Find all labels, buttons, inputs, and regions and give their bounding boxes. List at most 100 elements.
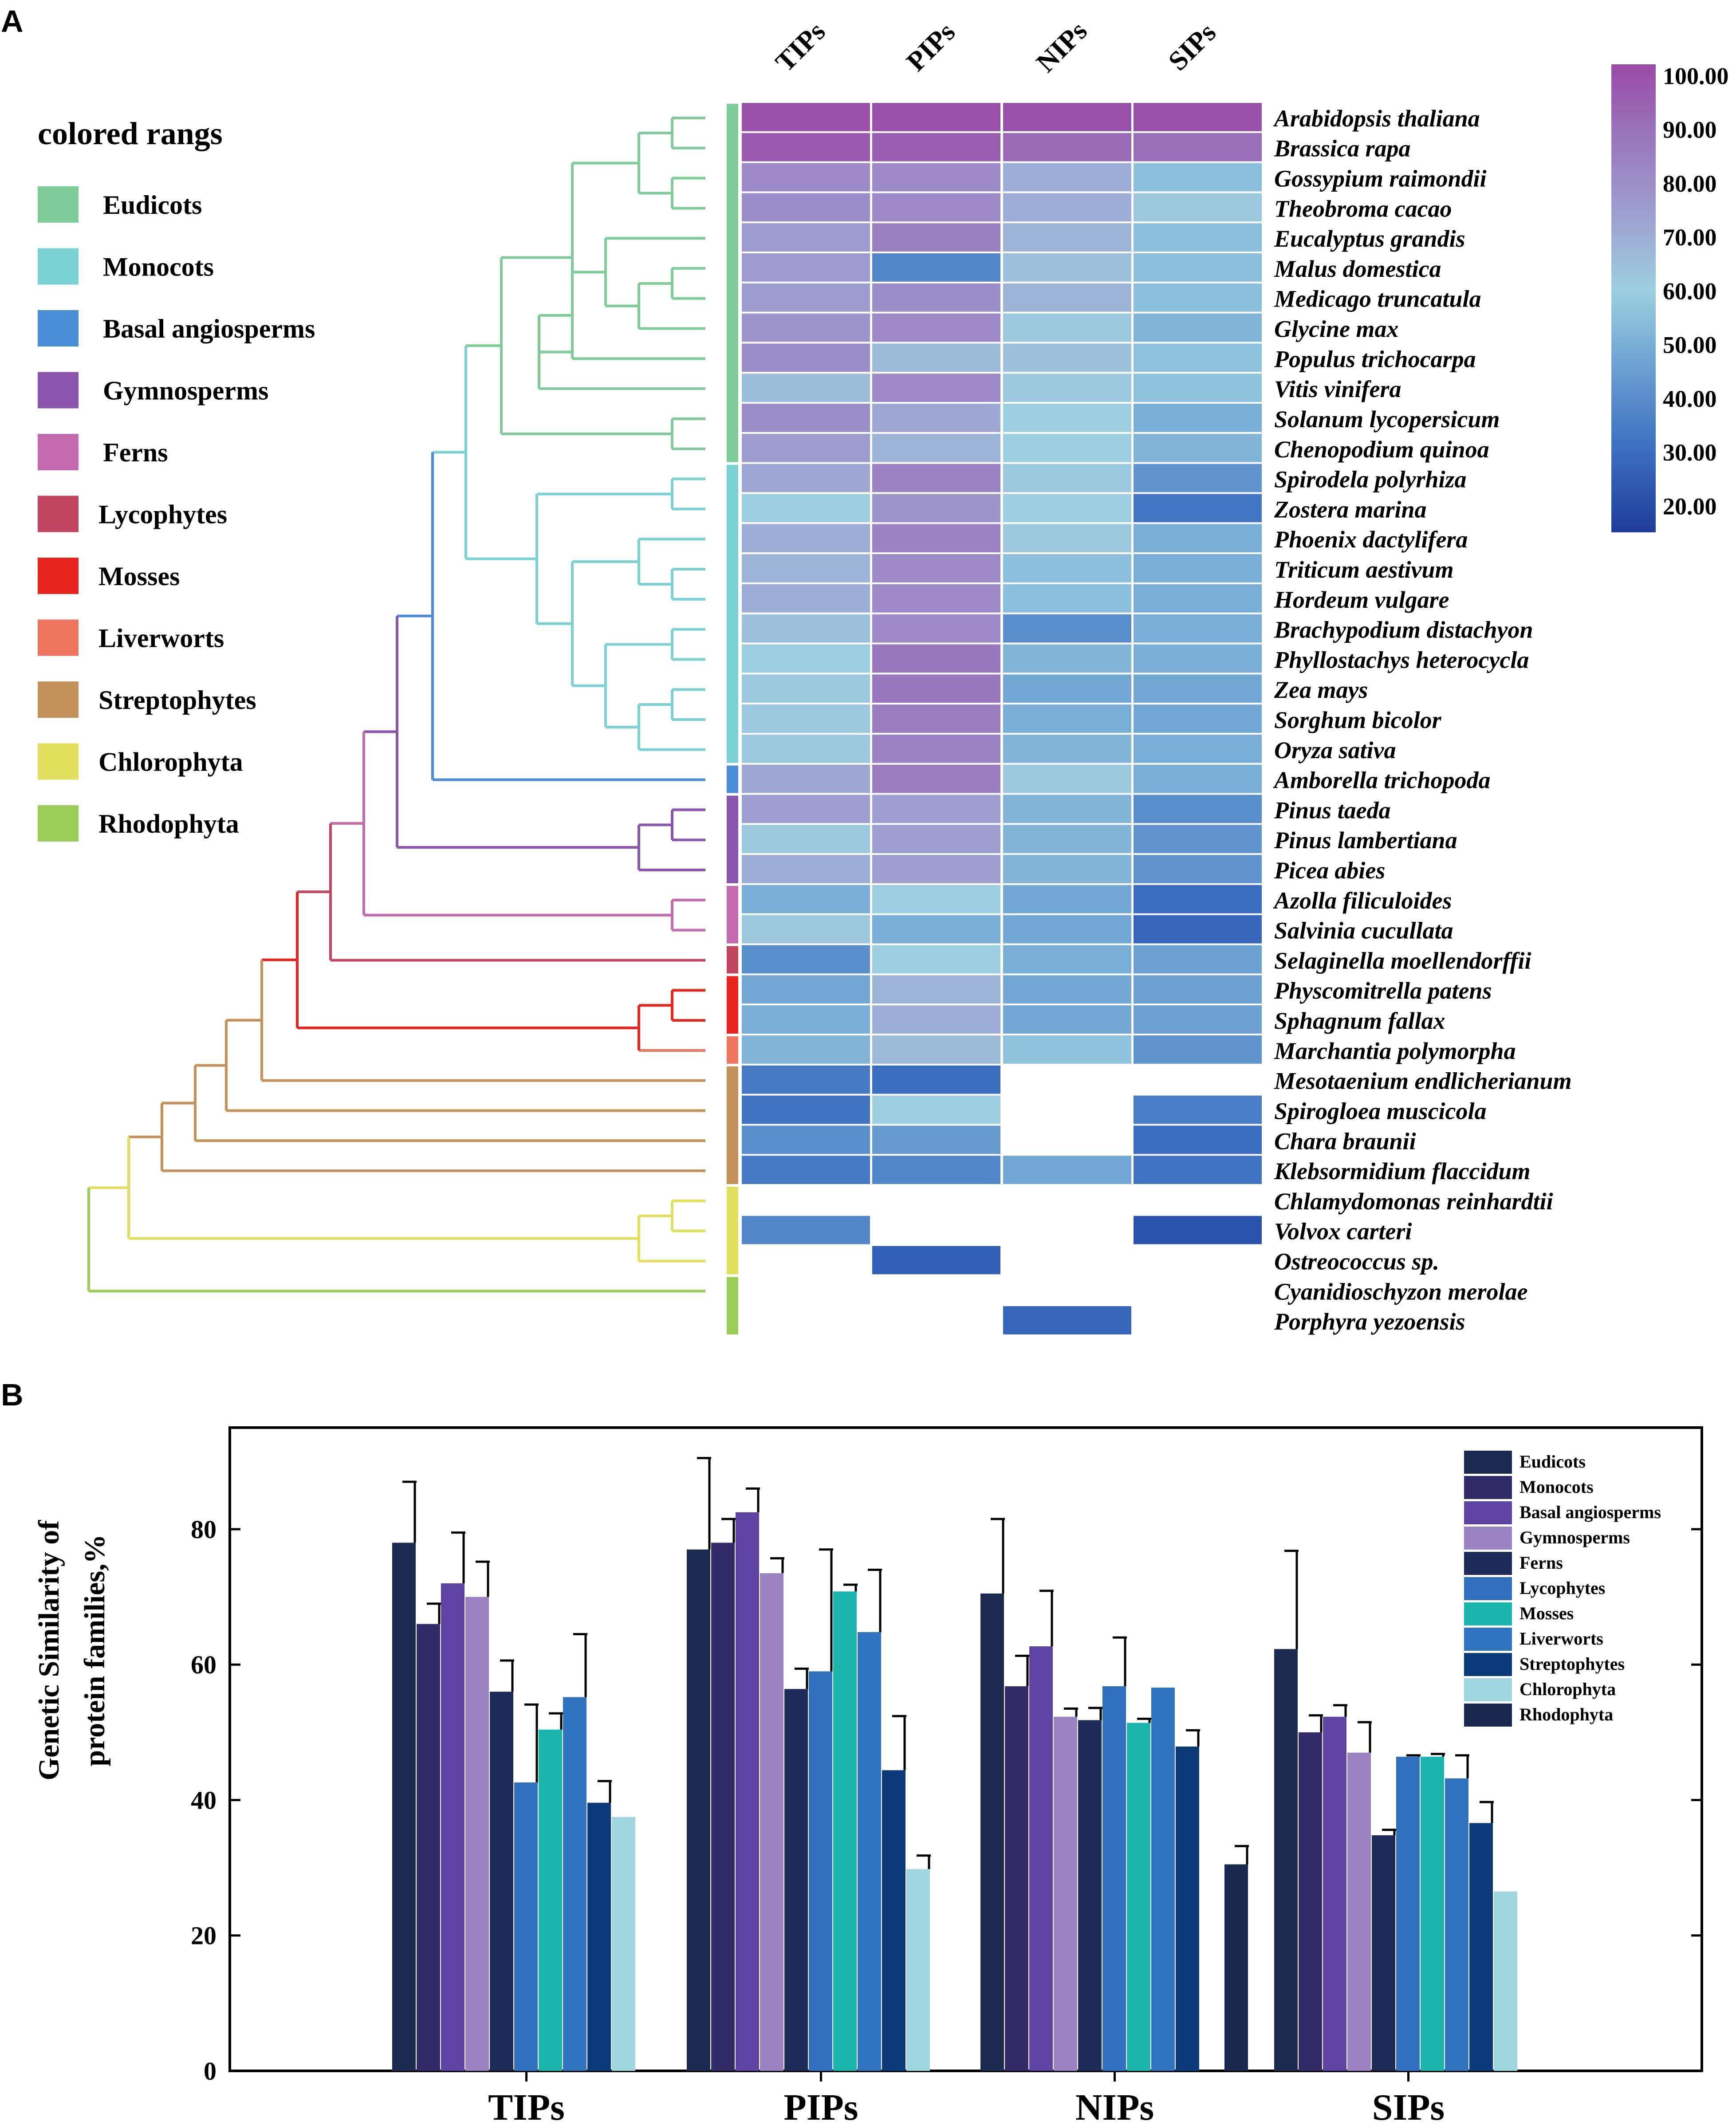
heatmap-cell bbox=[1003, 283, 1131, 312]
species-label: Sphagnum fallax bbox=[1274, 1007, 1445, 1034]
bar-legend-label: Monocots bbox=[1519, 1477, 1594, 1497]
heatmap-cell bbox=[1134, 223, 1262, 252]
heatmap-cell bbox=[742, 795, 870, 823]
heatmap-cell bbox=[872, 133, 1000, 161]
heatmap-cell bbox=[1134, 614, 1262, 643]
heatmap-cell bbox=[1003, 915, 1131, 944]
bar-basal-angiosperms bbox=[736, 1512, 759, 2071]
heatmap-cell bbox=[742, 464, 870, 492]
bar-mosses bbox=[1421, 1756, 1444, 2071]
heatmap-cell bbox=[1134, 404, 1262, 432]
heatmap-column-label-sips: SIPs bbox=[1163, 17, 1222, 76]
bar-legend-label: Rhodophyta bbox=[1519, 1704, 1613, 1724]
error-bar bbox=[1235, 1845, 1249, 1865]
x-category-label: PIPs bbox=[784, 2087, 858, 2125]
heatmap-cell bbox=[1134, 734, 1262, 763]
error-bar bbox=[795, 1667, 809, 1689]
bar-legend-label: Gymnosperms bbox=[1519, 1527, 1630, 1547]
heatmap-cell bbox=[1134, 885, 1262, 913]
heatmap-column-label-pips: PIPs bbox=[901, 17, 961, 77]
heatmap-cell bbox=[1003, 313, 1131, 342]
colorbar-tick-label: 50.00 bbox=[1663, 332, 1717, 358]
heatmap-cell bbox=[742, 945, 870, 974]
heatmap-cell bbox=[1134, 1125, 1262, 1154]
error-bar bbox=[917, 1854, 931, 1869]
bar-gymnosperms bbox=[1347, 1752, 1371, 2071]
bar-basal-angiosperms bbox=[1323, 1716, 1346, 2071]
error-bar bbox=[1406, 1754, 1421, 1757]
range-swatch-6 bbox=[38, 496, 79, 532]
heatmap-cell bbox=[872, 464, 1000, 492]
bar-ferns bbox=[1078, 1720, 1102, 2071]
bar-legend-swatch bbox=[1464, 1577, 1512, 1600]
bar-lycophytes bbox=[809, 1671, 832, 2071]
heatmap-cell bbox=[1134, 433, 1262, 462]
heatmap-cell bbox=[742, 253, 870, 282]
species-label: Chenopodium quinoa bbox=[1274, 436, 1489, 463]
species-label: Hordeum vulgare bbox=[1274, 586, 1449, 613]
species-label: Eucalyptus grandis bbox=[1274, 225, 1465, 252]
clade-bar-rhodophyta bbox=[727, 1277, 738, 1334]
species-label: Salvinia cucullata bbox=[1274, 917, 1453, 944]
clade-bar-monocots bbox=[727, 464, 738, 763]
heatmap-cell bbox=[742, 433, 870, 462]
error-bar bbox=[721, 1518, 736, 1543]
colorbar-gradient-bar bbox=[1611, 64, 1656, 532]
bar-streptophytes bbox=[1176, 1746, 1199, 2071]
heatmap-cell bbox=[872, 253, 1000, 282]
heatmap-cell bbox=[1134, 524, 1262, 553]
heatmap-column-label-nips: NIPs bbox=[1031, 16, 1093, 79]
species-label: Glycine max bbox=[1274, 316, 1398, 342]
heatmap-cell bbox=[1003, 1035, 1131, 1064]
error-bar bbox=[1358, 1721, 1372, 1753]
bar-monocots bbox=[1299, 1732, 1322, 2071]
heatmap-cell bbox=[1134, 313, 1262, 342]
heatmap-cell bbox=[1134, 975, 1262, 1004]
range-label-4: Gymnosperms bbox=[103, 376, 268, 405]
y-tick-label: 20 bbox=[191, 1921, 217, 1950]
heatmap-cell bbox=[872, 1125, 1000, 1154]
heatmap-colorbar: 100.00 90.00 80.00 70.00 60.00 50.00 40.00 30.0… bbox=[1611, 63, 1729, 532]
range-label-10: Chlorophyta bbox=[98, 748, 243, 777]
bar-gymnosperms bbox=[1054, 1716, 1077, 2071]
clade-bar-streptophytes bbox=[727, 1066, 738, 1184]
species-label: Phyllostachys heterocycla bbox=[1274, 646, 1529, 673]
heatmap-cell bbox=[742, 283, 870, 312]
error-bar bbox=[892, 1715, 906, 1771]
heatmap-cell bbox=[1003, 223, 1131, 252]
error-bar bbox=[1309, 1714, 1323, 1732]
clade-bar-eudicots bbox=[727, 104, 738, 462]
colorbar-tick-label: 90.00 bbox=[1663, 117, 1717, 143]
heatmap-cell bbox=[1003, 855, 1131, 883]
heatmap-cell bbox=[872, 223, 1000, 252]
species-label: Sorghum bicolor bbox=[1274, 707, 1442, 733]
colorbar-tick-label: 20.00 bbox=[1663, 493, 1717, 519]
range-label-3: Basal angiosperms bbox=[103, 314, 315, 343]
heatmap-cell bbox=[742, 133, 870, 161]
bar-legend-label: Basal angiosperms bbox=[1519, 1502, 1661, 1522]
range-label-5: Ferns bbox=[103, 438, 168, 467]
clade-bar-basal-angiosperms bbox=[727, 765, 738, 793]
error-bar bbox=[843, 1583, 858, 1592]
heatmap-cell bbox=[1003, 975, 1131, 1004]
heatmap-cell bbox=[872, 915, 1000, 944]
heatmap-cell bbox=[1134, 193, 1262, 222]
species-label: Pinus taeda bbox=[1274, 797, 1391, 823]
range-swatch-8 bbox=[38, 619, 79, 656]
bar-ferns bbox=[490, 1692, 513, 2071]
species-label: Klebsormidium flaccidum bbox=[1274, 1158, 1531, 1184]
bar-legend-label: Mosses bbox=[1519, 1603, 1574, 1623]
heatmap-cell bbox=[1134, 103, 1262, 131]
bar-lycophytes bbox=[1102, 1686, 1126, 2071]
y-tick-label: 40 bbox=[191, 1786, 217, 1814]
bar-legend-swatch bbox=[1464, 1602, 1512, 1625]
y-tick-label: 80 bbox=[191, 1515, 217, 1544]
species-label: Mesotaenium endlicherianum bbox=[1274, 1068, 1572, 1094]
heatmap-cell bbox=[742, 1095, 870, 1124]
clade-bar-chlorophyta bbox=[727, 1186, 738, 1275]
heatmap-cell bbox=[872, 1005, 1000, 1034]
heatmap-cell bbox=[742, 915, 870, 944]
bar-chlorophyta bbox=[1494, 1891, 1517, 2071]
error-bar bbox=[524, 1703, 539, 1783]
